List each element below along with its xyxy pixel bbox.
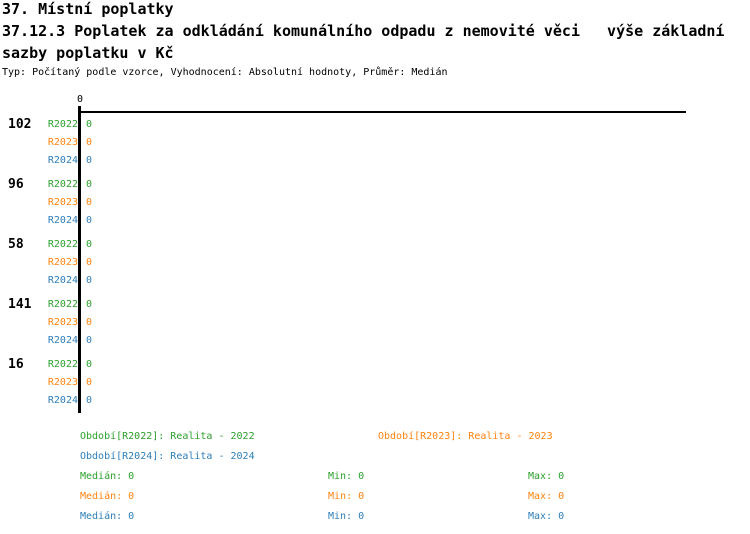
series-value-r2024: 0 bbox=[86, 215, 93, 226]
series-label-r2022: R2022 bbox=[47, 119, 78, 130]
stat-min-r2022: Min: 0 bbox=[328, 471, 365, 482]
series-label-r2023: R2023 bbox=[47, 137, 78, 148]
series-value-r2023: 0 bbox=[86, 197, 93, 208]
stat-max-r2022: Max: 0 bbox=[528, 471, 565, 482]
series-label-r2024: R2024 bbox=[47, 155, 78, 166]
series-value-r2024: 0 bbox=[86, 395, 93, 406]
series-label-r2022: R2022 bbox=[47, 239, 78, 250]
legend-entry-r2024: Období[R2024]: Realita - 2024 bbox=[80, 451, 255, 462]
series-value-r2022: 0 bbox=[86, 119, 93, 130]
category-label: 58 bbox=[8, 237, 24, 252]
indicator-title-line1: 37.12.3 Poplatek za odkládání komunálníh… bbox=[2, 22, 725, 40]
stat-max-r2023: Max: 0 bbox=[528, 491, 565, 502]
category-label: 96 bbox=[8, 177, 24, 192]
series-value-r2022: 0 bbox=[86, 179, 93, 190]
stat-median-r2022: Medián: 0 bbox=[80, 471, 135, 482]
series-label-r2023: R2023 bbox=[47, 317, 78, 328]
series-label-r2023: R2023 bbox=[47, 197, 78, 208]
stat-median-r2023: Medián: 0 bbox=[80, 491, 135, 502]
y-axis-line bbox=[78, 106, 81, 413]
series-value-r2022: 0 bbox=[86, 299, 93, 310]
series-value-r2023: 0 bbox=[86, 317, 93, 328]
series-value-r2023: 0 bbox=[86, 377, 93, 388]
series-value-r2024: 0 bbox=[86, 155, 93, 166]
series-value-r2023: 0 bbox=[86, 257, 93, 268]
series-label-r2022: R2022 bbox=[47, 179, 78, 190]
stat-min-r2024: Min: 0 bbox=[328, 511, 365, 522]
stat-min-r2023: Min: 0 bbox=[328, 491, 365, 502]
series-value-r2022: 0 bbox=[86, 239, 93, 250]
stat-max-r2024: Max: 0 bbox=[528, 511, 565, 522]
series-label-r2024: R2024 bbox=[47, 275, 78, 286]
series-label-r2022: R2022 bbox=[47, 359, 78, 370]
x-axis-tick-label: 0 bbox=[76, 94, 84, 105]
series-label-r2022: R2022 bbox=[47, 299, 78, 310]
category-label: 141 bbox=[8, 297, 32, 312]
series-label-r2023: R2023 bbox=[47, 257, 78, 268]
legend-entry-r2022: Období[R2022]: Realita - 2022 bbox=[80, 431, 255, 442]
series-value-r2022: 0 bbox=[86, 359, 93, 370]
series-label-r2024: R2024 bbox=[47, 215, 78, 226]
indicator-type-line: Typ: Počítaný podle vzorce, Vyhodnocení:… bbox=[2, 67, 448, 78]
stat-median-r2024: Medián: 0 bbox=[80, 511, 135, 522]
series-value-r2024: 0 bbox=[86, 275, 93, 286]
report-section-title: 37. Místní poplatky bbox=[2, 0, 174, 18]
category-label: 102 bbox=[8, 117, 32, 132]
indicator-title-line2: sazby poplatku v Kč bbox=[2, 44, 174, 62]
category-label: 16 bbox=[8, 357, 24, 372]
x-axis-line bbox=[78, 111, 686, 113]
series-label-r2024: R2024 bbox=[47, 335, 78, 346]
series-label-r2023: R2023 bbox=[47, 377, 78, 388]
series-label-r2024: R2024 bbox=[47, 395, 78, 406]
series-value-r2024: 0 bbox=[86, 335, 93, 346]
legend-entry-r2023: Období[R2023]: Realita - 2023 bbox=[378, 431, 553, 442]
series-value-r2023: 0 bbox=[86, 137, 93, 148]
